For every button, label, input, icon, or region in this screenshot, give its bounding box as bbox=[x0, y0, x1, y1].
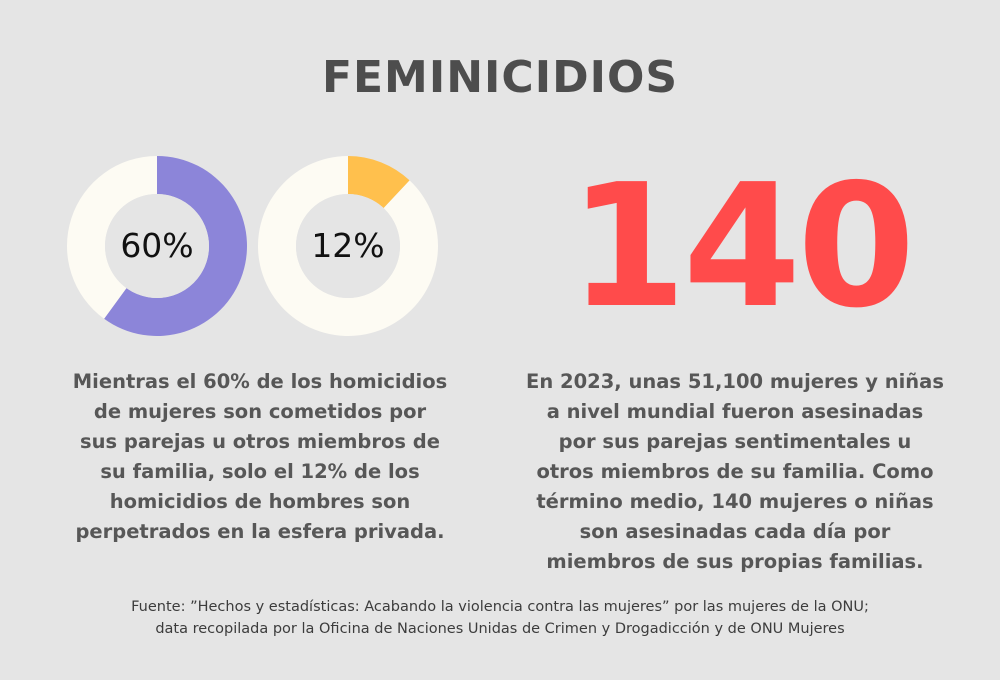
left-description-line: sus parejas u otros miembros de bbox=[80, 430, 440, 453]
left-description-line: su familia, solo el 12% de los bbox=[100, 460, 420, 483]
donut-men-hole bbox=[296, 194, 400, 298]
left-description: Mientras el 60% de los homicidios de muj… bbox=[50, 367, 470, 547]
left-description-line: homicidios de hombres son bbox=[109, 490, 411, 513]
donut-label-women: 60% bbox=[120, 226, 194, 265]
left-description-line: perpetrados en la esfera privada. bbox=[75, 520, 445, 543]
donut-women-highlight-slice bbox=[104, 156, 247, 336]
right-description-line: término medio, 140 mujeres o niñas bbox=[536, 490, 934, 513]
donut-chart-men: 12% bbox=[258, 156, 438, 336]
donut-men-highlight-slice bbox=[348, 156, 410, 209]
daily-victims-number: 140 bbox=[568, 148, 916, 346]
left-description-line: de mujeres son cometidos por bbox=[93, 400, 427, 423]
source-line: data recopilada por la Oficina de Nacion… bbox=[155, 621, 845, 637]
right-description-line: a nivel mundial fueron asesinadas bbox=[546, 400, 924, 423]
right-description-line: por sus parejas sentimentales u bbox=[558, 430, 912, 453]
page-title: FEMINICIDIOS bbox=[321, 52, 679, 103]
donut-label-men: 12% bbox=[311, 226, 385, 265]
donut-chart-women-svg bbox=[67, 156, 247, 336]
right-description: En 2023, unas 51,100 mujeres y niñas a n… bbox=[515, 367, 955, 577]
source-line: Fuente: ”Hechos y estadísticas: Acabando… bbox=[131, 599, 869, 615]
left-description-line: Mientras el 60% de los homicidios bbox=[72, 370, 448, 393]
donut-men-remainder-slice bbox=[258, 156, 438, 336]
right-description-line: son asesinadas cada día por bbox=[579, 520, 891, 543]
donut-chart-women: 60% bbox=[67, 156, 247, 336]
right-description-line: miembros de sus propias familias. bbox=[546, 550, 924, 573]
donut-women-hole bbox=[105, 194, 209, 298]
donut-women-remainder-slice bbox=[67, 156, 157, 319]
source-note: Fuente: ”Hechos y estadísticas: Acabando… bbox=[0, 596, 1000, 640]
donut-chart-men-svg bbox=[258, 156, 438, 336]
right-description-line: En 2023, unas 51,100 mujeres y niñas bbox=[526, 370, 944, 393]
right-description-line: otros miembros de su familia. Como bbox=[536, 460, 934, 483]
